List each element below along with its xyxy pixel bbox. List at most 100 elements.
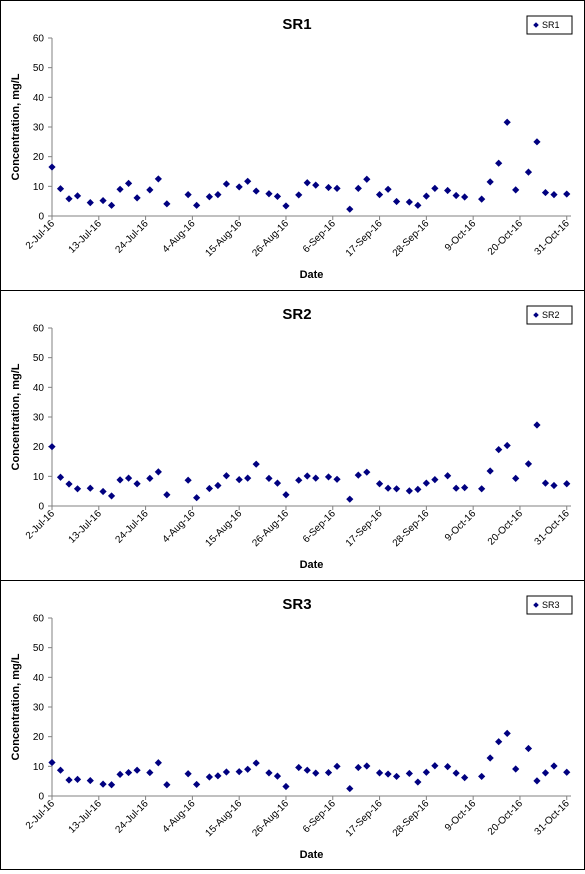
data-point: [405, 769, 413, 778]
y-tick-label: 0: [38, 212, 44, 223]
x-tick-label: 6-Sep-16: [301, 798, 338, 835]
x-tick-label: 28-Sep-16: [391, 218, 432, 259]
data-point: [452, 484, 460, 492]
data-point: [56, 766, 65, 774]
y-tick-label: 60: [33, 34, 45, 45]
data-point: [73, 192, 82, 200]
data-point: [133, 480, 141, 488]
data-point: [282, 202, 290, 210]
y-tick-label: 10: [33, 762, 45, 773]
y-axis-label: Concentration, mg/L: [10, 73, 22, 180]
data-point: [214, 191, 222, 199]
data-point: [154, 175, 162, 183]
x-tick-label: 20-Oct-16: [486, 218, 526, 258]
data-point: [375, 191, 384, 199]
data-point: [478, 772, 486, 781]
chart-title: SR3: [282, 596, 311, 613]
legend-label: SR2: [542, 310, 560, 320]
y-tick-label: 60: [33, 324, 45, 335]
x-axis-label: Date: [300, 559, 324, 571]
x-tick-label: 6-Sep-16: [301, 218, 338, 255]
data-point: [214, 481, 222, 490]
data-point: [422, 479, 430, 487]
data-point: [146, 186, 154, 194]
data-point: [65, 195, 73, 203]
legend-marker: [533, 602, 539, 608]
data-point: [282, 491, 290, 499]
x-tick-label: 9-Oct-16: [443, 508, 479, 544]
data-point: [414, 201, 422, 209]
x-axis-label: Date: [300, 849, 324, 861]
data-point: [541, 769, 550, 777]
data-point: [282, 782, 290, 791]
data-point: [354, 471, 362, 479]
x-tick-label: 17-Sep-16: [344, 508, 385, 549]
x-tick-label: 20-Oct-16: [486, 798, 526, 838]
data-point: [273, 772, 282, 780]
x-tick-label: 2-Jul-16: [24, 508, 58, 542]
data-point: [422, 192, 430, 200]
data-point: [444, 472, 452, 480]
data-point: [452, 769, 460, 777]
chart-panel-sr3: SR3 Concentration, mg/L 0 10 20 30 40 50 60 2-Jul…: [0, 580, 585, 870]
scatter-chart-sr3: SR3 Concentration, mg/L 0 10 20 30 40 50 60 2-Jul…: [10, 595, 573, 861]
data-point: [550, 191, 558, 199]
data-point: [503, 118, 511, 126]
x-tick-label: 13-Jul-16: [67, 508, 105, 546]
data-point: [244, 177, 252, 185]
x-tick-label: 28-Sep-16: [391, 798, 432, 839]
y-tick-label: 50: [33, 643, 45, 654]
y-tick-label: 20: [33, 442, 45, 453]
data-point: [512, 186, 520, 194]
data-point: [533, 421, 541, 429]
data-point: [431, 475, 439, 484]
y-tick-label: 60: [33, 614, 45, 625]
data-point: [550, 762, 558, 770]
data-point: [235, 768, 243, 776]
data-point: [405, 487, 413, 495]
data-point: [205, 193, 214, 201]
x-tick-label: 17-Sep-16: [344, 218, 385, 259]
data-point: [324, 768, 333, 777]
data-point: [222, 768, 231, 776]
data-point: [124, 768, 133, 777]
data-point: [541, 188, 550, 197]
data-point: [405, 198, 413, 206]
data-point: [524, 460, 533, 468]
data-point: [346, 495, 354, 503]
data-point: [461, 193, 469, 201]
chart-panel-sr1: SR1 Concentration, mg/L 0 10 20 30 40 50 60 2-Jul…: [0, 0, 585, 291]
data-point: [235, 183, 243, 191]
data-point: [133, 766, 141, 774]
data-point: [48, 443, 56, 451]
y-tick-label: 50: [33, 353, 45, 364]
data-point: [461, 484, 469, 492]
x-tick-label: 20-Oct-16: [486, 508, 526, 548]
data-point: [184, 476, 192, 484]
y-tick-label: 40: [33, 93, 45, 104]
data-point: [550, 481, 558, 490]
x-tick-label: 26-Aug-16: [250, 798, 291, 839]
data-point: [444, 186, 452, 195]
y-tick-label: 20: [33, 152, 45, 163]
data-point: [363, 175, 371, 183]
data-point: [107, 201, 116, 209]
data-point: [273, 192, 282, 201]
y-tick-label: 20: [33, 732, 45, 743]
data-point: [346, 784, 354, 793]
data-point: [222, 472, 231, 480]
x-tick-label: 17-Sep-16: [344, 798, 385, 839]
data-point: [222, 180, 231, 188]
data-point: [133, 194, 141, 202]
data-point: [193, 494, 201, 502]
y-tick-label: 50: [33, 63, 45, 74]
data-point: [312, 474, 320, 482]
data-point: [107, 781, 116, 789]
data-point: [124, 179, 133, 187]
data-point: [375, 769, 384, 777]
chart-title: SR2: [282, 306, 311, 323]
data-point: [486, 178, 494, 186]
x-tick-label: 31-Oct-16: [533, 218, 573, 258]
data-point: [86, 776, 94, 785]
data-point: [563, 480, 571, 488]
